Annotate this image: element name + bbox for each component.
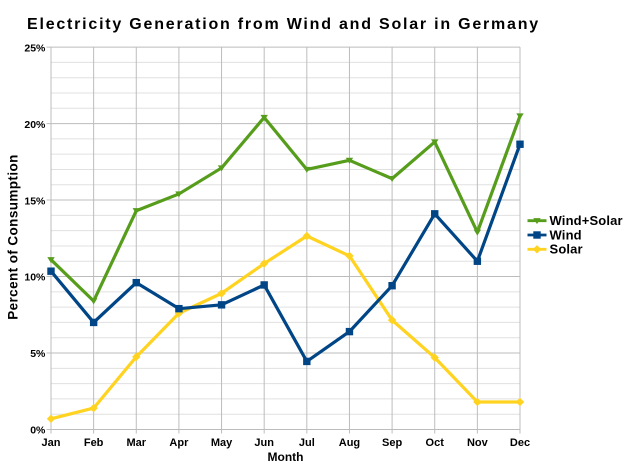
- svg-text:10%: 10%: [24, 272, 46, 284]
- svg-text:20%: 20%: [24, 119, 46, 131]
- svg-text:15%: 15%: [24, 195, 46, 207]
- svg-text:25%: 25%: [24, 42, 46, 54]
- svg-text:Oct: Oct: [426, 437, 445, 449]
- svg-text:5%: 5%: [30, 348, 46, 360]
- svg-text:Jan: Jan: [42, 437, 61, 449]
- svg-text:Electricity Generation from Wi: Electricity Generation from Wind and Sol…: [27, 16, 540, 33]
- svg-text:Month: Month: [268, 450, 304, 464]
- svg-text:Sep: Sep: [382, 437, 402, 449]
- svg-text:Feb: Feb: [84, 437, 104, 449]
- svg-text:Aug: Aug: [339, 437, 360, 449]
- svg-text:Jun: Jun: [254, 437, 274, 449]
- svg-text:Wind+Solar: Wind+Solar: [550, 213, 623, 228]
- svg-text:Apr: Apr: [169, 437, 189, 449]
- svg-text:Percent of Consumption: Percent of Consumption: [6, 154, 21, 320]
- svg-text:May: May: [211, 437, 233, 449]
- svg-text:Nov: Nov: [467, 437, 489, 449]
- svg-text:Jul: Jul: [299, 437, 315, 449]
- svg-text:Wind: Wind: [550, 227, 582, 242]
- svg-text:Mar: Mar: [126, 437, 146, 449]
- svg-text:Dec: Dec: [510, 437, 530, 449]
- svg-text:0%: 0%: [30, 425, 46, 437]
- svg-text:Solar: Solar: [550, 242, 583, 257]
